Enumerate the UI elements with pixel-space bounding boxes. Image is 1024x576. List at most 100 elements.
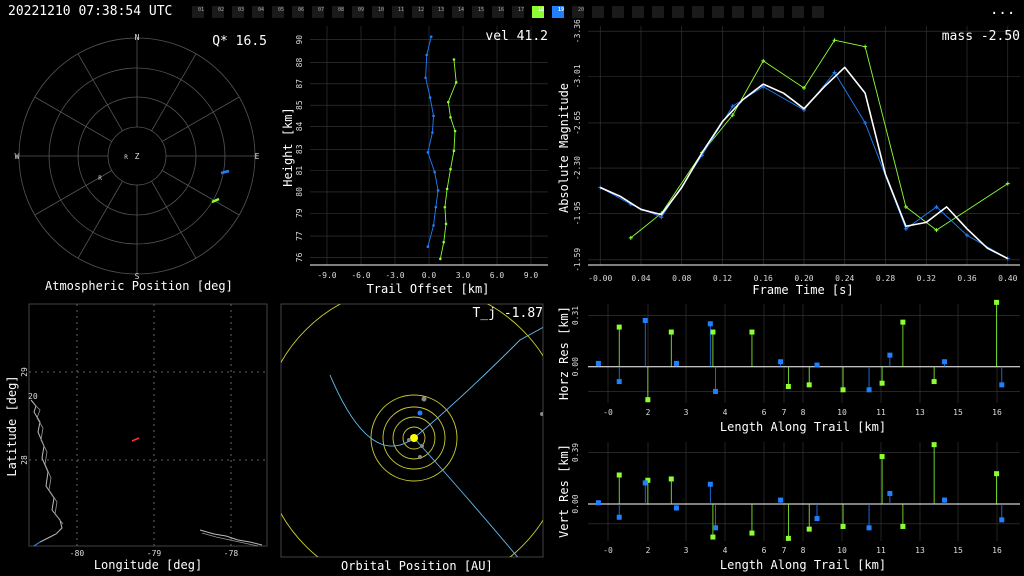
latlon-xtick-78: -78 [224,549,239,558]
horz-marker [994,299,1000,305]
height-point [433,170,436,174]
mag-xtick: 0.12 [713,274,732,283]
frame-button-01[interactable]: 01 [192,6,204,18]
mag-point [934,228,939,233]
mag-point [965,233,970,238]
horz-marker [668,329,674,335]
mag-point [934,204,939,209]
vert-xtick: 3 [684,546,689,555]
frame-button-empty[interactable] [732,6,744,18]
vert-xtick: 13 [915,546,925,555]
frame-button-08[interactable]: 08 [332,6,344,18]
height-point [453,129,457,133]
orbit-tj-value: T_j -1.87 [473,306,543,321]
frame-number: 05 [278,7,285,13]
mag-xtick: 0.40 [998,274,1017,283]
frame-button-10[interactable]: 10 [372,6,384,18]
frame-button-19[interactable]: 19 [552,6,564,18]
mag-point [628,235,633,240]
horz-xtick: 6 [762,408,767,417]
height-point [454,81,458,84]
orbit-outer [281,304,543,557]
horz-marker [814,362,820,368]
height-point [446,100,450,104]
horz-marker [673,360,679,366]
sky-east-label: E [255,152,260,161]
mag-ytick: -2.65 [573,111,582,135]
meteoroid-orbit-a [329,326,543,447]
height-xlabel: Trail Offset [km] [367,282,490,296]
menu-button[interactable]: ... [990,2,1016,18]
vert-marker [879,454,885,460]
height-point [426,245,430,249]
frame-button-12[interactable]: 12 [412,6,424,18]
frame-button-empty[interactable] [672,6,684,18]
height-xtick: -6.0 [351,271,370,280]
height-xtick: 0.0 [422,271,437,280]
frame-button-empty[interactable] [592,6,604,18]
vert-xtick: 15 [953,546,963,555]
vert-xticks: -0 2 3 4 6 7 8 10 11 13 15 16 [603,546,1002,555]
frame-number: 10 [378,7,385,13]
frame-button-11[interactable]: 11 [392,6,404,18]
frame-button-05[interactable]: 05 [272,6,284,18]
frame-button-02[interactable]: 02 [212,6,224,18]
mag-point [761,58,766,63]
frame-button-07[interactable]: 07 [312,6,324,18]
latlon-coast-blue [33,541,41,547]
frame-button-empty[interactable] [752,6,764,18]
frame-button-empty[interactable] [632,6,644,18]
frame-button-empty[interactable] [792,6,804,18]
horz-marker [645,397,651,403]
meteoroid-orbit-b [413,437,519,557]
frame-number: 09 [358,7,365,13]
frame-button-20[interactable]: 20 [572,6,584,18]
height-grid [310,26,548,265]
horz-marker [887,352,893,358]
mag-xtick: 0.24 [835,274,854,283]
frame-button-14[interactable]: 14 [452,6,464,18]
vert-xtick: 16 [992,546,1002,555]
vert-grid [588,442,1020,541]
height-xtick: 6.0 [490,271,505,280]
horz-marker [707,321,713,327]
frame-number: 07 [318,7,325,13]
frame-button-18[interactable]: 18 [532,6,544,18]
frame-button-13[interactable]: 13 [432,6,444,18]
vert-marker [673,505,679,511]
frame-button-empty[interactable] [612,6,624,18]
planet-marker-4 [418,455,422,459]
frame-button-17[interactable]: 17 [512,6,524,18]
horz-marker [710,329,716,335]
horz-ytick: 0.31 [571,306,580,325]
mag-ytick: -3.01 [573,64,582,88]
mag-xtick: 0.28 [876,274,895,283]
frame-button-empty[interactable] [712,6,724,18]
frame-button-06[interactable]: 06 [292,6,304,18]
height-ylabel: Height [km] [281,107,295,186]
frame-button-03[interactable]: 03 [232,6,244,18]
frame-button-15[interactable]: 15 [472,6,484,18]
latlon-xlabel: Longitude [deg] [94,558,202,572]
vert-ylabel: Vert Res [km] [557,444,571,538]
frame-button-empty[interactable] [812,6,824,18]
frame-button-empty[interactable] [652,6,664,18]
frame-button-04[interactable]: 04 [252,6,264,18]
mag-ytick: -2.30 [573,156,582,180]
frame-button-empty[interactable] [692,6,704,18]
horz-marker [942,359,948,365]
frame-number: 11 [398,7,405,13]
frame-number: 03 [238,7,245,13]
frame-button-empty[interactable] [772,6,784,18]
frame-button-16[interactable]: 16 [492,6,504,18]
frame-number: 04 [258,7,265,13]
mag-point [903,226,908,231]
horz-xtick: 11 [876,408,886,417]
frame-number: 12 [418,7,425,13]
horz-xlabel: Length Along Trail [km] [720,420,886,434]
sky-trail-green [211,197,220,204]
frame-button-09[interactable]: 09 [352,6,364,18]
horz-xtick: 8 [801,408,806,417]
height-point [424,76,427,80]
